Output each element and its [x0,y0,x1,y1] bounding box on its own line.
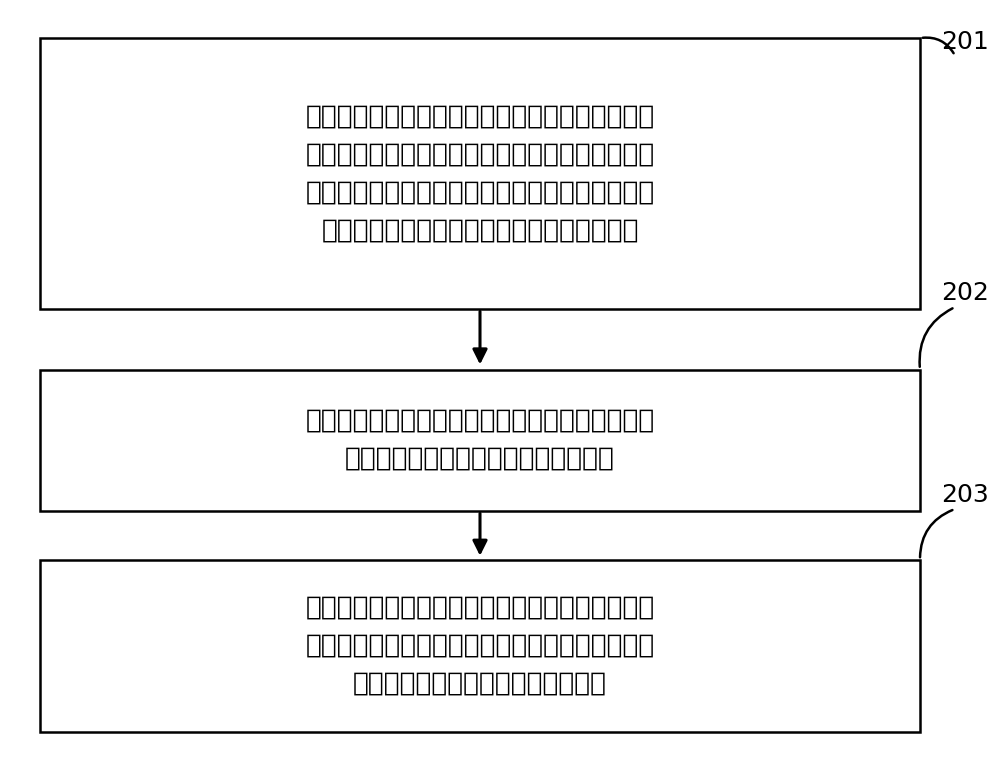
Text: 根据各所述中心线上各点的最大内切球半径以及血
管曲率半径，对血管中心线进行离散得到多个中心
线片段，与各所述中心线片段一一对应所述虚拟支
架的多个支架丝段，以及: 根据各所述中心线上各点的最大内切球半径以及血 管曲率半径，对血管中心线进行离散得… [305,104,655,243]
Text: 202: 202 [941,281,989,306]
Text: 203: 203 [941,483,989,507]
FancyBboxPatch shape [40,38,920,309]
Text: 根据所述支架名义长度、丝段长度、名义编织角进
行计算，得到所述植入支架的丝段数量: 根据所述支架名义长度、丝段长度、名义编织角进 行计算，得到所述植入支架的丝段数量 [305,408,655,472]
Text: 201: 201 [941,30,989,54]
FancyBboxPatch shape [40,370,920,511]
FancyBboxPatch shape [40,560,920,732]
Text: 获取所述植入支架在所述虚拟支架模型中远端位置
，根据所述远端位置以及对应关系进行计算，得到
所述植入支架在血管中展开后的长度: 获取所述植入支架在所述虚拟支架模型中远端位置 ，根据所述远端位置以及对应关系进行… [305,595,655,696]
